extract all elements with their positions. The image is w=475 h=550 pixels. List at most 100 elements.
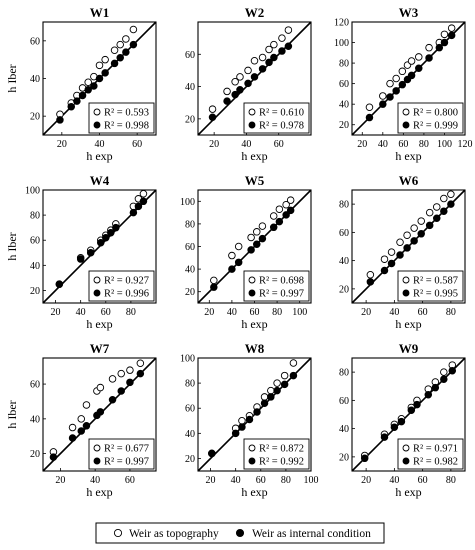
data-point-topography (260, 393, 269, 401)
data-point-internal-condition (397, 417, 406, 426)
data-point-internal-condition (282, 211, 290, 219)
panel-w5: W5 20 40 60 80 100 20 40 60 80 100 h exp R² = 0.698 R… (180, 173, 312, 331)
data-point-internal-condition (379, 100, 387, 108)
r2-label: R² = 0.800 (413, 108, 458, 119)
panel-title: W1 (90, 5, 110, 20)
data-point-topography (433, 203, 441, 211)
data-point-topography (223, 87, 231, 96)
data-point-topography (236, 73, 244, 81)
y-axis-label: h Iber (5, 400, 19, 428)
data-point-topography (129, 25, 138, 34)
data-point-internal-condition (447, 200, 455, 208)
x-tick-label: 20 (361, 307, 371, 318)
panel-w6: W6 20 40 60 80 20 40 60 80 h exp R² = 0.587 R² = 0.… (339, 173, 466, 331)
x-tick-label: 20 (57, 139, 67, 150)
y-tick-label: 20 (339, 452, 349, 463)
data-point-internal-condition (95, 74, 104, 83)
r2-box (397, 438, 464, 470)
r2-label: R² = 0.995 (413, 289, 458, 300)
data-point-internal-condition (260, 399, 269, 407)
data-point-internal-condition (407, 406, 416, 415)
data-point-topography (258, 53, 267, 62)
data-point-internal-condition (228, 265, 236, 273)
r2-marker (93, 444, 101, 452)
data-point-internal-condition (386, 93, 394, 101)
x-tick-label: 60 (125, 475, 135, 486)
data-point-internal-condition (269, 223, 278, 232)
x-tick-label: 80 (126, 307, 136, 318)
panel-title: W3 (399, 5, 419, 20)
x-tick-label: 60 (256, 475, 266, 486)
panel-w3: W3 20 40 60 80 100 120 20 40 60 80 100 120 h exp R² = … (334, 5, 473, 163)
plot-frame (351, 189, 466, 304)
data-point-internal-condition (231, 429, 240, 438)
x-tick-label: 20 (361, 475, 371, 486)
r2-marker (402, 121, 410, 129)
y-tick-label: 60 (30, 36, 40, 47)
y-tick-label: 40 (185, 265, 195, 276)
x-tick-label: 20 (206, 475, 216, 486)
x-axis-label: h exp (241, 149, 267, 163)
r2-label: R² = 0.982 (413, 457, 458, 468)
data-point-topography (136, 359, 145, 367)
data-point-internal-condition (440, 207, 448, 215)
data-point-internal-condition (440, 38, 449, 47)
data-point-internal-condition (73, 97, 81, 105)
y-tick-label: 60 (339, 228, 349, 239)
r2-label: R² = 0.593 (104, 108, 149, 119)
y-tick-label: 80 (339, 59, 349, 70)
data-point-internal-condition (417, 230, 425, 238)
y-tick-label: 60 (30, 380, 40, 391)
data-point-internal-condition (236, 86, 244, 94)
panel-w2: W2 20 40 60 20 40 60 h exp R² = 0.610 R² = 0.978 (185, 5, 312, 163)
plot-frame (42, 357, 157, 472)
r2-label: R² = 0.999 (413, 121, 458, 132)
data-point-topography (101, 55, 109, 64)
r2-marker (248, 444, 256, 452)
data-point-internal-condition (234, 258, 243, 267)
x-tick-label: 60 (274, 139, 284, 150)
data-point-topography (386, 79, 394, 88)
data-point-internal-condition (110, 59, 119, 68)
r2-box (397, 270, 464, 302)
panel-title: W6 (399, 173, 419, 188)
data-point-topography (440, 368, 448, 376)
data-point-topography (289, 359, 298, 367)
x-tick-label: 80 (446, 307, 456, 318)
data-point-internal-condition (208, 113, 217, 121)
data-point-internal-condition (275, 217, 284, 226)
data-point-topography (258, 222, 267, 230)
y-tick-label: 60 (339, 79, 349, 90)
plot-frame (42, 189, 157, 304)
data-point-internal-condition (49, 453, 58, 461)
data-point-internal-condition (107, 228, 115, 237)
data-point-internal-condition (365, 113, 374, 122)
data-point-internal-condition (250, 73, 259, 81)
data-point-topography (68, 423, 77, 432)
data-point-internal-condition (208, 449, 216, 458)
y-tick-label: 40 (339, 100, 349, 111)
data-point-internal-condition (366, 278, 375, 286)
r2-label: R² = 0.872 (259, 444, 304, 455)
panel-w1: W1 20 40 60 20 40 60 h exp h Iber R² = 0.593 R² = … (5, 5, 157, 163)
data-point-internal-condition (116, 54, 124, 62)
y-tick-label: 40 (30, 414, 40, 425)
y-tick-label: 80 (185, 379, 195, 390)
y-tick-label: 80 (339, 368, 349, 379)
data-point-topography (270, 40, 278, 49)
data-point-internal-condition (96, 408, 105, 416)
data-point-internal-condition (84, 86, 92, 94)
data-point-topography (116, 40, 124, 49)
data-point-topography (366, 271, 375, 279)
x-tick-label: 40 (241, 139, 251, 150)
x-tick-label: 20 (51, 307, 61, 318)
data-point-internal-condition (97, 238, 105, 247)
data-point-topography (273, 379, 281, 387)
panel-title: W7 (90, 341, 110, 356)
data-point-topography (379, 92, 387, 100)
y-tick-label: 80 (30, 211, 40, 222)
data-point-internal-condition (392, 87, 400, 95)
x-tick-label: 60 (250, 307, 260, 318)
data-point-internal-condition (129, 40, 138, 49)
